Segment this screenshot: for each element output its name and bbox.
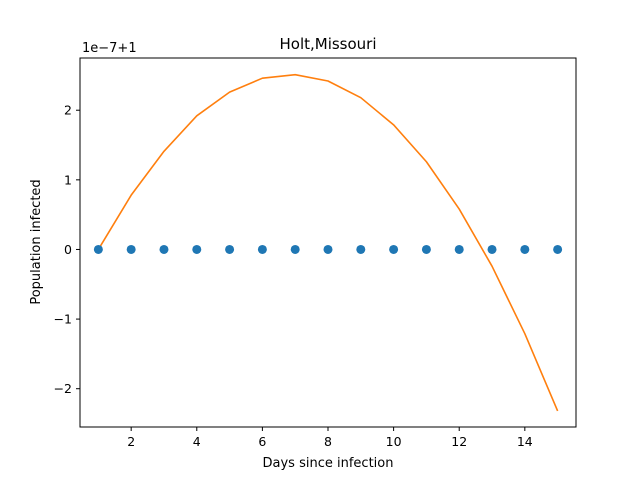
y-axis: −2 −1 0 1 2 [54, 103, 80, 396]
x-tick-label-2: 6 [258, 434, 266, 449]
data-point-0-3 [192, 244, 202, 254]
x-tick-label-3: 8 [324, 434, 332, 449]
x-axis-label: Days since infection [263, 456, 394, 471]
data-point-0-13 [520, 244, 530, 254]
series-line-1 [97, 73, 559, 412]
data-point-0-4 [225, 244, 235, 254]
data-point-0-8 [356, 244, 366, 254]
data-point-0-2 [159, 244, 169, 254]
y-axis-label: Population infected [29, 179, 44, 304]
plot-area [93, 73, 563, 412]
data-point-0-6 [290, 244, 300, 254]
x-tick-label-0: 2 [127, 434, 135, 449]
x-tick-label-1: 4 [193, 434, 201, 449]
data-point-0-10 [421, 244, 431, 254]
data-point-0-0 [93, 244, 103, 254]
y-tick-label-1: −1 [54, 312, 72, 327]
data-point-0-11 [454, 244, 464, 254]
data-point-0-12 [487, 244, 497, 254]
data-point-0-7 [323, 244, 333, 254]
x-tick-label-5: 12 [451, 434, 467, 449]
data-point-0-5 [257, 244, 267, 254]
x-tick-label-6: 14 [517, 434, 533, 449]
y-tick-label-3: 1 [64, 172, 72, 187]
x-tick-label-4: 10 [386, 434, 402, 449]
y-tick-label-4: 2 [64, 103, 72, 118]
y-tick-label-2: 0 [64, 242, 72, 257]
y-tick-label-0: −2 [54, 381, 72, 396]
y-offset-text: 1e−7+1 [82, 41, 137, 56]
data-point-0-1 [126, 244, 136, 254]
data-point-0-14 [553, 244, 563, 254]
chart-title: Holt,Missouri [279, 35, 376, 53]
x-axis: 2 4 6 8 10 12 14 [127, 427, 533, 449]
data-point-0-9 [389, 244, 399, 254]
